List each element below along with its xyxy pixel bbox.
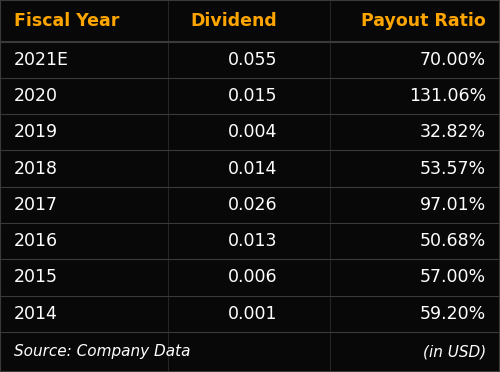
Text: 2017: 2017 <box>14 196 58 214</box>
Text: 0.013: 0.013 <box>228 232 278 250</box>
Text: 2018: 2018 <box>14 160 58 177</box>
Text: 0.026: 0.026 <box>228 196 278 214</box>
Text: 0.055: 0.055 <box>228 51 278 69</box>
Text: 131.06%: 131.06% <box>409 87 486 105</box>
Text: 0.014: 0.014 <box>228 160 278 177</box>
Text: 0.004: 0.004 <box>228 124 278 141</box>
Text: 57.00%: 57.00% <box>420 269 486 286</box>
Text: 97.01%: 97.01% <box>420 196 486 214</box>
Text: (in USD): (in USD) <box>423 344 486 359</box>
Text: 59.20%: 59.20% <box>420 305 486 323</box>
Text: 50.68%: 50.68% <box>420 232 486 250</box>
Text: Dividend: Dividend <box>191 12 278 30</box>
Text: 2020: 2020 <box>14 87 58 105</box>
Text: 2015: 2015 <box>14 269 58 286</box>
Text: 53.57%: 53.57% <box>420 160 486 177</box>
Text: 2016: 2016 <box>14 232 58 250</box>
Text: Fiscal Year: Fiscal Year <box>14 12 120 30</box>
Text: 2021E: 2021E <box>14 51 69 69</box>
Text: 0.001: 0.001 <box>228 305 278 323</box>
Text: 2019: 2019 <box>14 124 58 141</box>
Text: 0.006: 0.006 <box>228 269 278 286</box>
Text: 32.82%: 32.82% <box>420 124 486 141</box>
Text: Source: Company Data: Source: Company Data <box>14 344 190 359</box>
Text: 70.00%: 70.00% <box>420 51 486 69</box>
Text: 0.015: 0.015 <box>228 87 278 105</box>
Text: Payout Ratio: Payout Ratio <box>361 12 486 30</box>
Text: 2014: 2014 <box>14 305 58 323</box>
